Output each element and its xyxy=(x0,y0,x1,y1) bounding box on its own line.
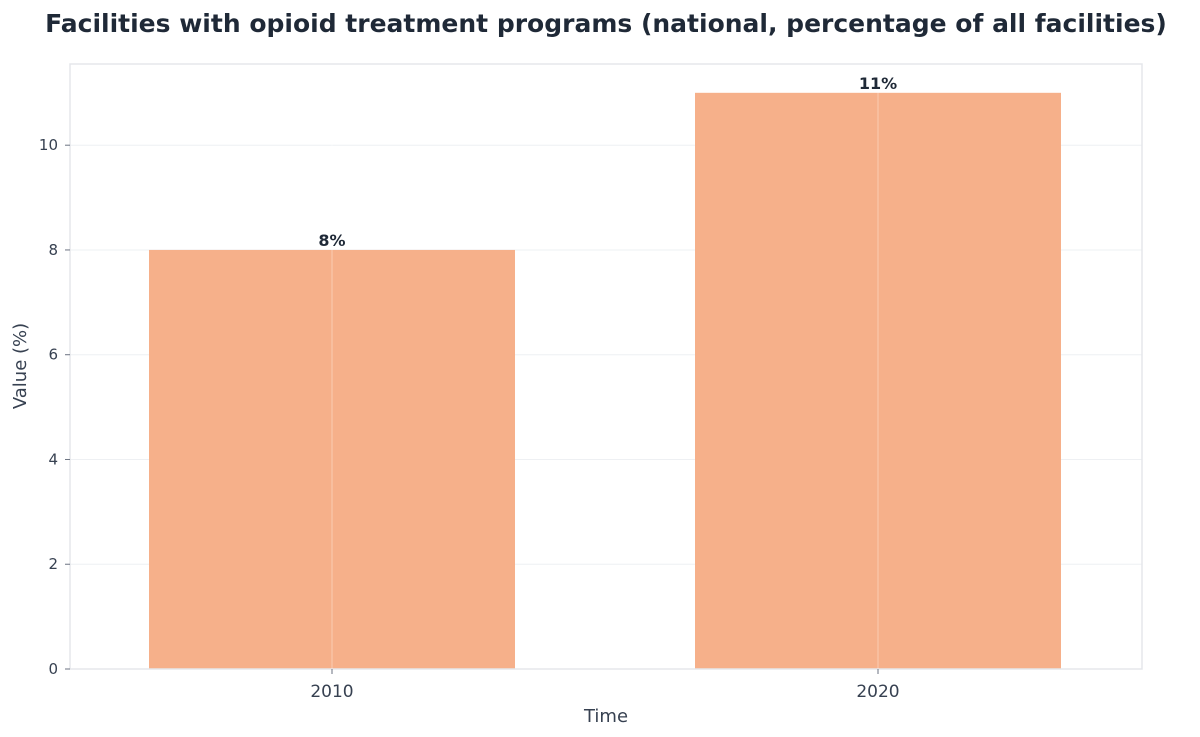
ticks-layer: 0 2 4 6 8 10 2010 2020 xyxy=(39,136,900,702)
x-tick-label: 2020 xyxy=(856,682,899,702)
y-tick-label: 2 xyxy=(48,555,58,573)
data-labels-layer: 8% 11% xyxy=(318,74,897,250)
y-axis-label: Value (%) xyxy=(10,323,31,409)
chart-title: Facilities with opioid treatment program… xyxy=(45,9,1167,38)
y-tick-label: 6 xyxy=(48,346,58,364)
x-tick-label: 2010 xyxy=(310,682,353,702)
plot-frame-layer xyxy=(69,63,1143,670)
bars-layer xyxy=(149,92,1061,670)
bar-2020 xyxy=(695,92,1061,670)
y-tick-label: 0 xyxy=(48,660,58,678)
y-tick-label: 4 xyxy=(48,450,58,468)
y-tick-label: 8 xyxy=(48,241,58,259)
bar-2010 xyxy=(149,249,515,669)
x-axis-label: Time xyxy=(583,706,628,727)
y-tick-label: 10 xyxy=(39,136,58,154)
data-label: 8% xyxy=(318,231,345,250)
plot-frame xyxy=(69,63,1143,670)
data-label: 11% xyxy=(859,74,897,93)
